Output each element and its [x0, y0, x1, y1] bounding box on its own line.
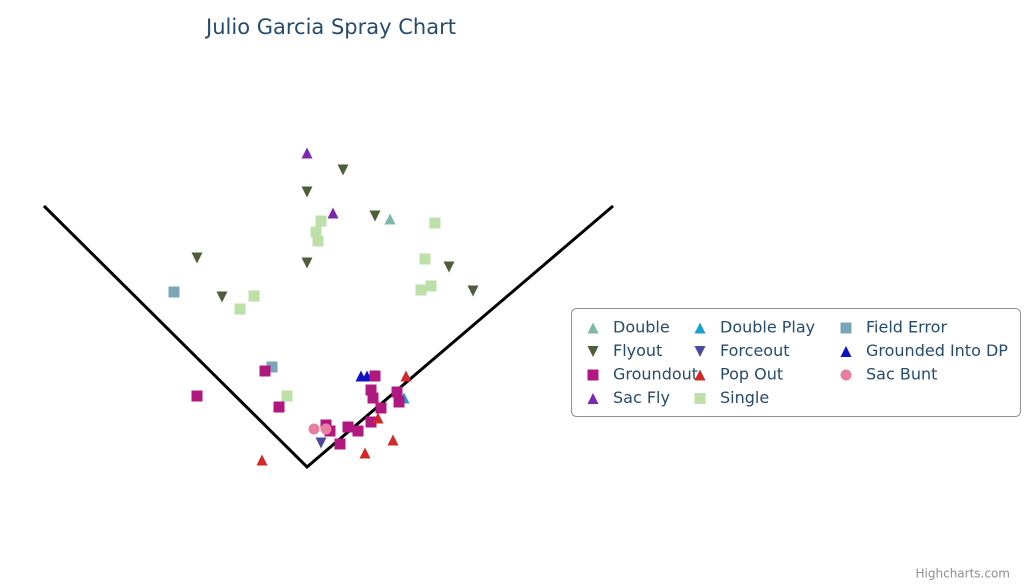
point [301, 257, 313, 269]
point [342, 421, 354, 433]
legend-symbol [587, 346, 599, 357]
point [425, 280, 437, 292]
point [273, 401, 285, 413]
legend-label: Sac Fly [613, 388, 670, 407]
legend-label: Pop Out [720, 365, 783, 384]
point [400, 370, 412, 382]
legend-label: Single [720, 388, 769, 407]
point [369, 370, 381, 382]
foul-lines [42, 204, 614, 470]
point [266, 361, 278, 373]
legend-symbol [694, 346, 706, 357]
point [337, 164, 349, 176]
point [320, 423, 332, 435]
point [372, 412, 384, 424]
point [391, 386, 403, 398]
legend-symbol [587, 322, 599, 334]
point [315, 437, 327, 449]
legend-label: Groundout [613, 365, 698, 384]
point [369, 210, 381, 222]
point [259, 365, 271, 377]
legend-symbol [587, 393, 599, 404]
point [387, 434, 399, 446]
point [310, 226, 322, 238]
point [301, 186, 313, 198]
legend-symbol [840, 322, 852, 334]
point [415, 284, 427, 296]
legend-label: Field Error [866, 318, 947, 337]
point [429, 217, 441, 229]
legend-symbol [694, 393, 706, 404]
point [191, 390, 203, 402]
point [443, 261, 455, 273]
legend-symbol [694, 369, 706, 381]
legend-box [571, 308, 1021, 417]
point [419, 253, 431, 265]
point [365, 416, 377, 428]
legend-symbol [694, 322, 706, 334]
legend-symbol [587, 369, 599, 381]
point [315, 215, 327, 227]
point [168, 286, 180, 298]
point [256, 454, 268, 466]
chart-title: Julio Garcia Spray Chart [204, 15, 456, 39]
legend-label: Flyout [613, 341, 662, 360]
legend-label: Forceout [720, 341, 790, 360]
point [375, 402, 387, 414]
point [384, 213, 396, 225]
point [334, 438, 346, 450]
point [308, 423, 320, 435]
point [301, 147, 313, 159]
point [365, 384, 377, 396]
point [216, 291, 228, 303]
point [234, 303, 246, 315]
point [467, 285, 479, 297]
point [248, 290, 260, 302]
legend-label: Double [613, 318, 670, 337]
legend-label: Grounded Into DP [866, 341, 1008, 360]
point [281, 390, 293, 402]
legend-symbol [840, 369, 852, 381]
point [352, 425, 364, 437]
point [367, 392, 379, 404]
point [191, 252, 203, 264]
point [393, 396, 405, 408]
point [327, 207, 339, 219]
point [359, 447, 371, 459]
credits[interactable]: Highcharts.com [916, 567, 1010, 581]
legend-symbol [840, 346, 852, 357]
legend-label: Double Play [720, 318, 815, 337]
legend-label: Sac Bunt [866, 365, 937, 384]
point [312, 235, 324, 247]
